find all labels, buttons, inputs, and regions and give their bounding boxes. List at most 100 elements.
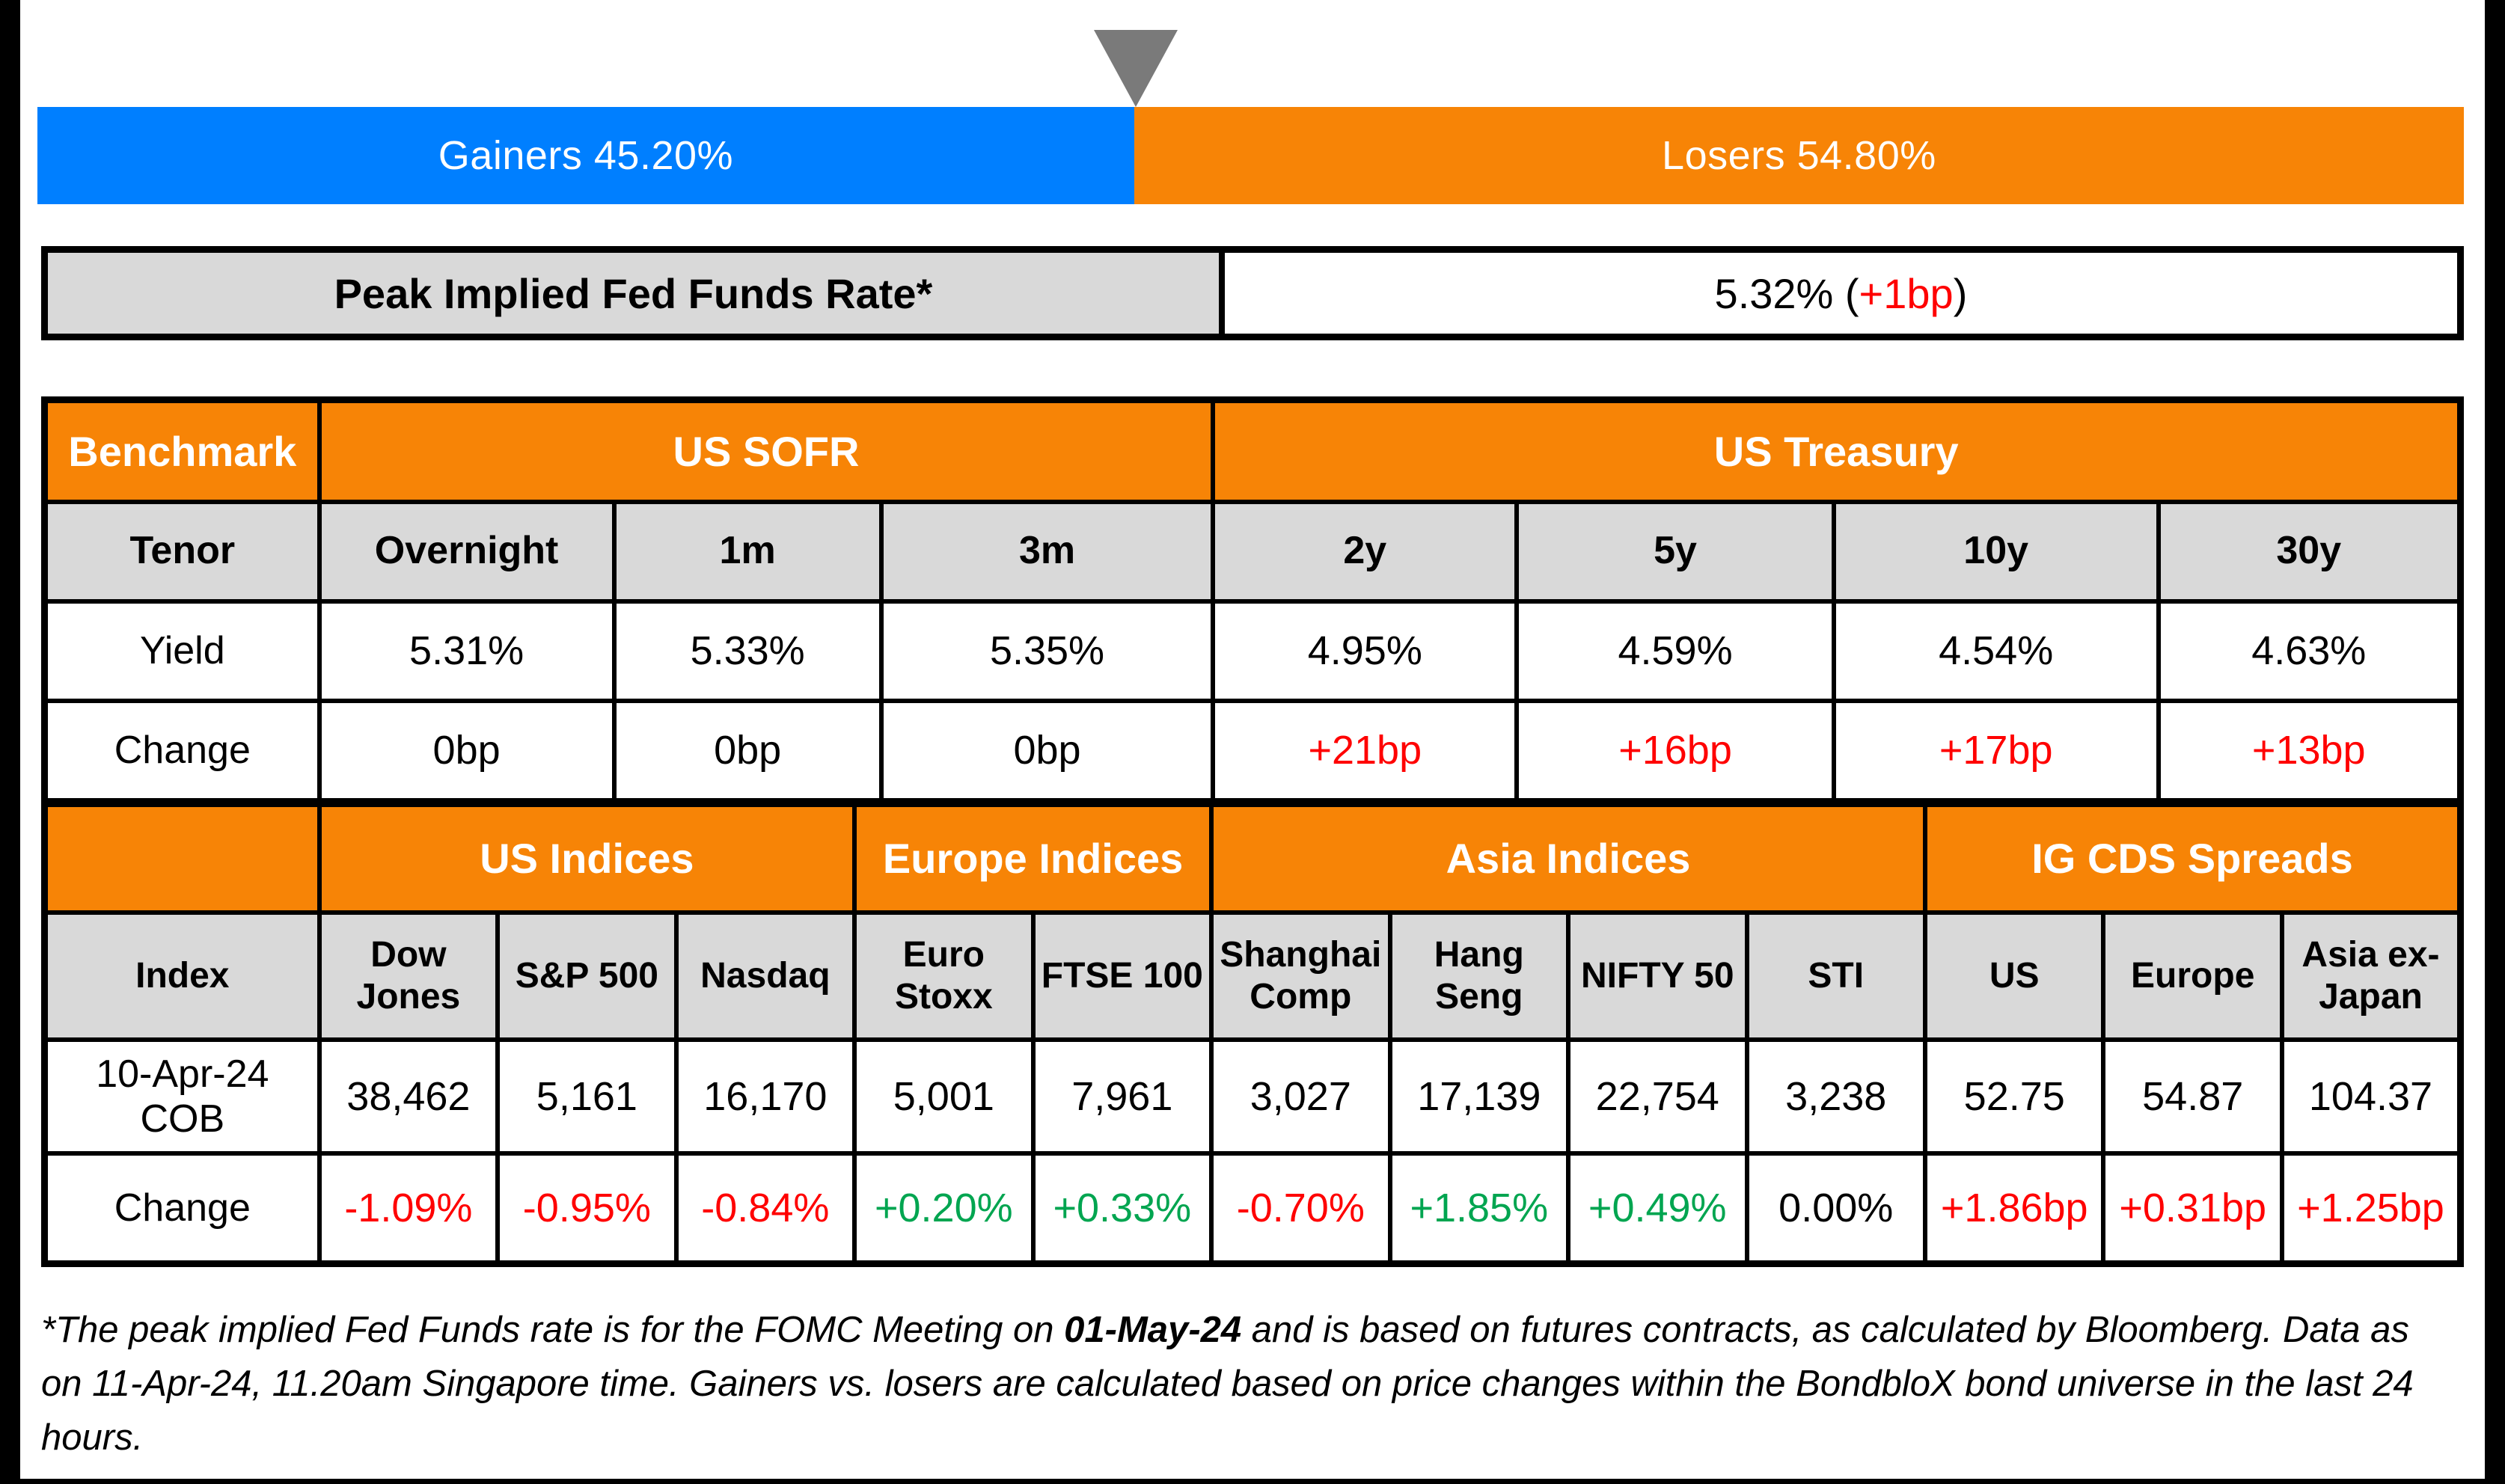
index-name-row: Index Dow Jones S&P 500 Nasdaq Euro Stox… [42,910,2463,1042]
change-3m: 0bp [878,698,1216,804]
cob-nifty50: 22,754 [1566,1037,1749,1156]
yield-10y: 4.54% [1831,598,2161,703]
tenor-5y: 5y [1514,499,1836,604]
yield-5y: 4.59% [1514,598,1836,703]
asia-indices-group-header: Asia Indices [1209,801,1927,915]
left-border [0,0,20,1484]
change-overnight: 0bp [316,698,617,804]
cds-europe: Europe [2101,910,2284,1042]
rate-change-label: Change [42,698,322,804]
cob-sp500: 5,161 [495,1037,679,1156]
indices-table: US Indices Europe Indices Asia Indices I… [41,800,2464,1267]
cob-cds-asia-ex-japan: 104.37 [2279,1037,2463,1156]
tenor-10y: 10y [1831,499,2161,604]
index-ftse100: FTSE 100 [1030,910,1214,1042]
losers-segment: Losers 54.80% [1134,107,2464,204]
footnote: *The peak implied Fed Funds rate is for … [41,1303,2435,1465]
cob-nasdaq: 16,170 [673,1037,857,1156]
yield-2y: 4.95% [1211,598,1520,703]
change-sti: 0.00% [1744,1150,1927,1266]
yield-3m: 5.35% [878,598,1216,703]
yield-30y: 4.63% [2156,598,2463,703]
cob-hang-seng: 17,139 [1387,1037,1571,1156]
us-treasury-group-header: US Treasury [1211,397,2463,504]
cds-us: US [1922,910,2106,1042]
bottom-border [0,1479,2505,1484]
tenor-30y: 30y [2156,499,2463,604]
peak-rate-value-main: 5.32% ( [1714,269,1859,317]
tenor-2y: 2y [1211,499,1520,604]
europe-indices-group-header: Europe Indices [852,801,1214,915]
change-cds-asia-ex-japan: +1.25bp [2279,1150,2463,1266]
index-nifty50: NIFTY 50 [1566,910,1749,1042]
peak-marker-triangle-icon [1094,30,1178,107]
change-cds-us: +1.86bp [1922,1150,2106,1266]
change-hang-seng: +1.85% [1387,1150,1571,1266]
index-sp500: S&P 500 [495,910,679,1042]
peak-rate-label: Peak Implied Fed Funds Rate* [48,253,1225,334]
cob-dow-jones: 38,462 [316,1037,501,1156]
losers-label: Losers 54.80% [1662,133,1936,178]
yield-row: Yield 5.31% 5.33% 5.35% 4.95% 4.59% 4.54… [42,598,2463,703]
us-indices-group-header: US Indices [316,801,857,915]
right-border [2485,0,2505,1484]
change-euro-stoxx: +0.20% [852,1150,1036,1266]
peak-rate-value: 5.32% (+1bp) [1224,253,2457,334]
benchmark-table: Benchmark US SOFR US Treasury Tenor Over… [41,396,2464,805]
gainers-losers-bar: Gainers 45.20% Losers 54.80% [37,107,2464,204]
cob-euro-stoxx: 5,001 [852,1037,1036,1156]
change-1m: 0bp [611,698,884,804]
cob-row: 10-Apr-24 COB 38,462 5,161 16,170 5,001 … [42,1037,2463,1156]
change-shanghai-comp: -0.70% [1209,1150,1392,1266]
benchmark-header: Benchmark [42,397,322,504]
footnote-part1: *The peak implied Fed Funds rate is for … [41,1310,1065,1350]
cob-cds-us: 52.75 [1922,1037,2106,1156]
cob-shanghai-comp: 3,027 [1209,1037,1392,1156]
index-dow-jones: Dow Jones [316,910,501,1042]
cob-label: 10-Apr-24 COB [42,1037,322,1156]
tenor-label: Tenor [42,499,322,604]
footnote-fomc-date: 01-May-24 [1064,1310,1242,1350]
benchmark-group-header-row: Benchmark US SOFR US Treasury [42,397,2463,504]
change-10y: +17bp [1831,698,2161,804]
tenor-header-row: Tenor Overnight 1m 3m 2y 5y 10y 30y [42,499,2463,604]
index-nasdaq: Nasdaq [673,910,857,1042]
peak-rate-change: +1bp [1859,269,1954,317]
gainers-segment: Gainers 45.20% [37,107,1134,204]
change-5y: +16bp [1514,698,1836,804]
cob-ftse100: 7,961 [1030,1037,1214,1156]
gainers-label: Gainers 45.20% [438,133,734,178]
yield-overnight: 5.31% [316,598,617,703]
change-nasdaq: -0.84% [673,1150,857,1266]
index-sti: STI [1744,910,1927,1042]
footnote-part2: and is based on futures contracts, as ca… [41,1310,2414,1459]
change-dow-jones: -1.09% [316,1150,501,1266]
tenor-overnight: Overnight [316,499,617,604]
index-change-label: Change [42,1150,322,1266]
change-sp500: -0.95% [495,1150,679,1266]
cds-asia-ex-japan: Asia ex-Japan [2279,910,2463,1042]
change-nifty50: +0.49% [1566,1150,1749,1266]
index-shanghai-comp: Shanghai Comp [1209,910,1392,1042]
us-sofr-group-header: US SOFR [316,397,1216,504]
indices-group-header-row: US Indices Europe Indices Asia Indices I… [42,801,2463,915]
yield-label: Yield [42,598,322,703]
index-label: Index [42,910,322,1042]
peak-rate-value-close: ) [1953,269,1968,317]
ig-cds-group-header: IG CDS Spreads [1922,801,2463,915]
index-hang-seng: Hang Seng [1387,910,1571,1042]
index-euro-stoxx: Euro Stoxx [852,910,1036,1042]
rate-change-row: Change 0bp 0bp 0bp +21bp +16bp +17bp +13… [42,698,2463,804]
tenor-1m: 1m [611,499,884,604]
cob-sti: 3,238 [1744,1037,1927,1156]
change-30y: +13bp [2156,698,2463,804]
change-ftse100: +0.33% [1030,1150,1214,1266]
peak-implied-fed-funds-row: Peak Implied Fed Funds Rate* 5.32% (+1bp… [41,246,2464,340]
change-cds-europe: +0.31bp [2101,1150,2284,1266]
indices-blank-header [42,801,322,915]
index-change-row: Change -1.09% -0.95% -0.84% +0.20% +0.33… [42,1150,2463,1266]
cob-cds-europe: 54.87 [2101,1037,2284,1156]
yield-1m: 5.33% [611,598,884,703]
tenor-3m: 3m [878,499,1216,604]
